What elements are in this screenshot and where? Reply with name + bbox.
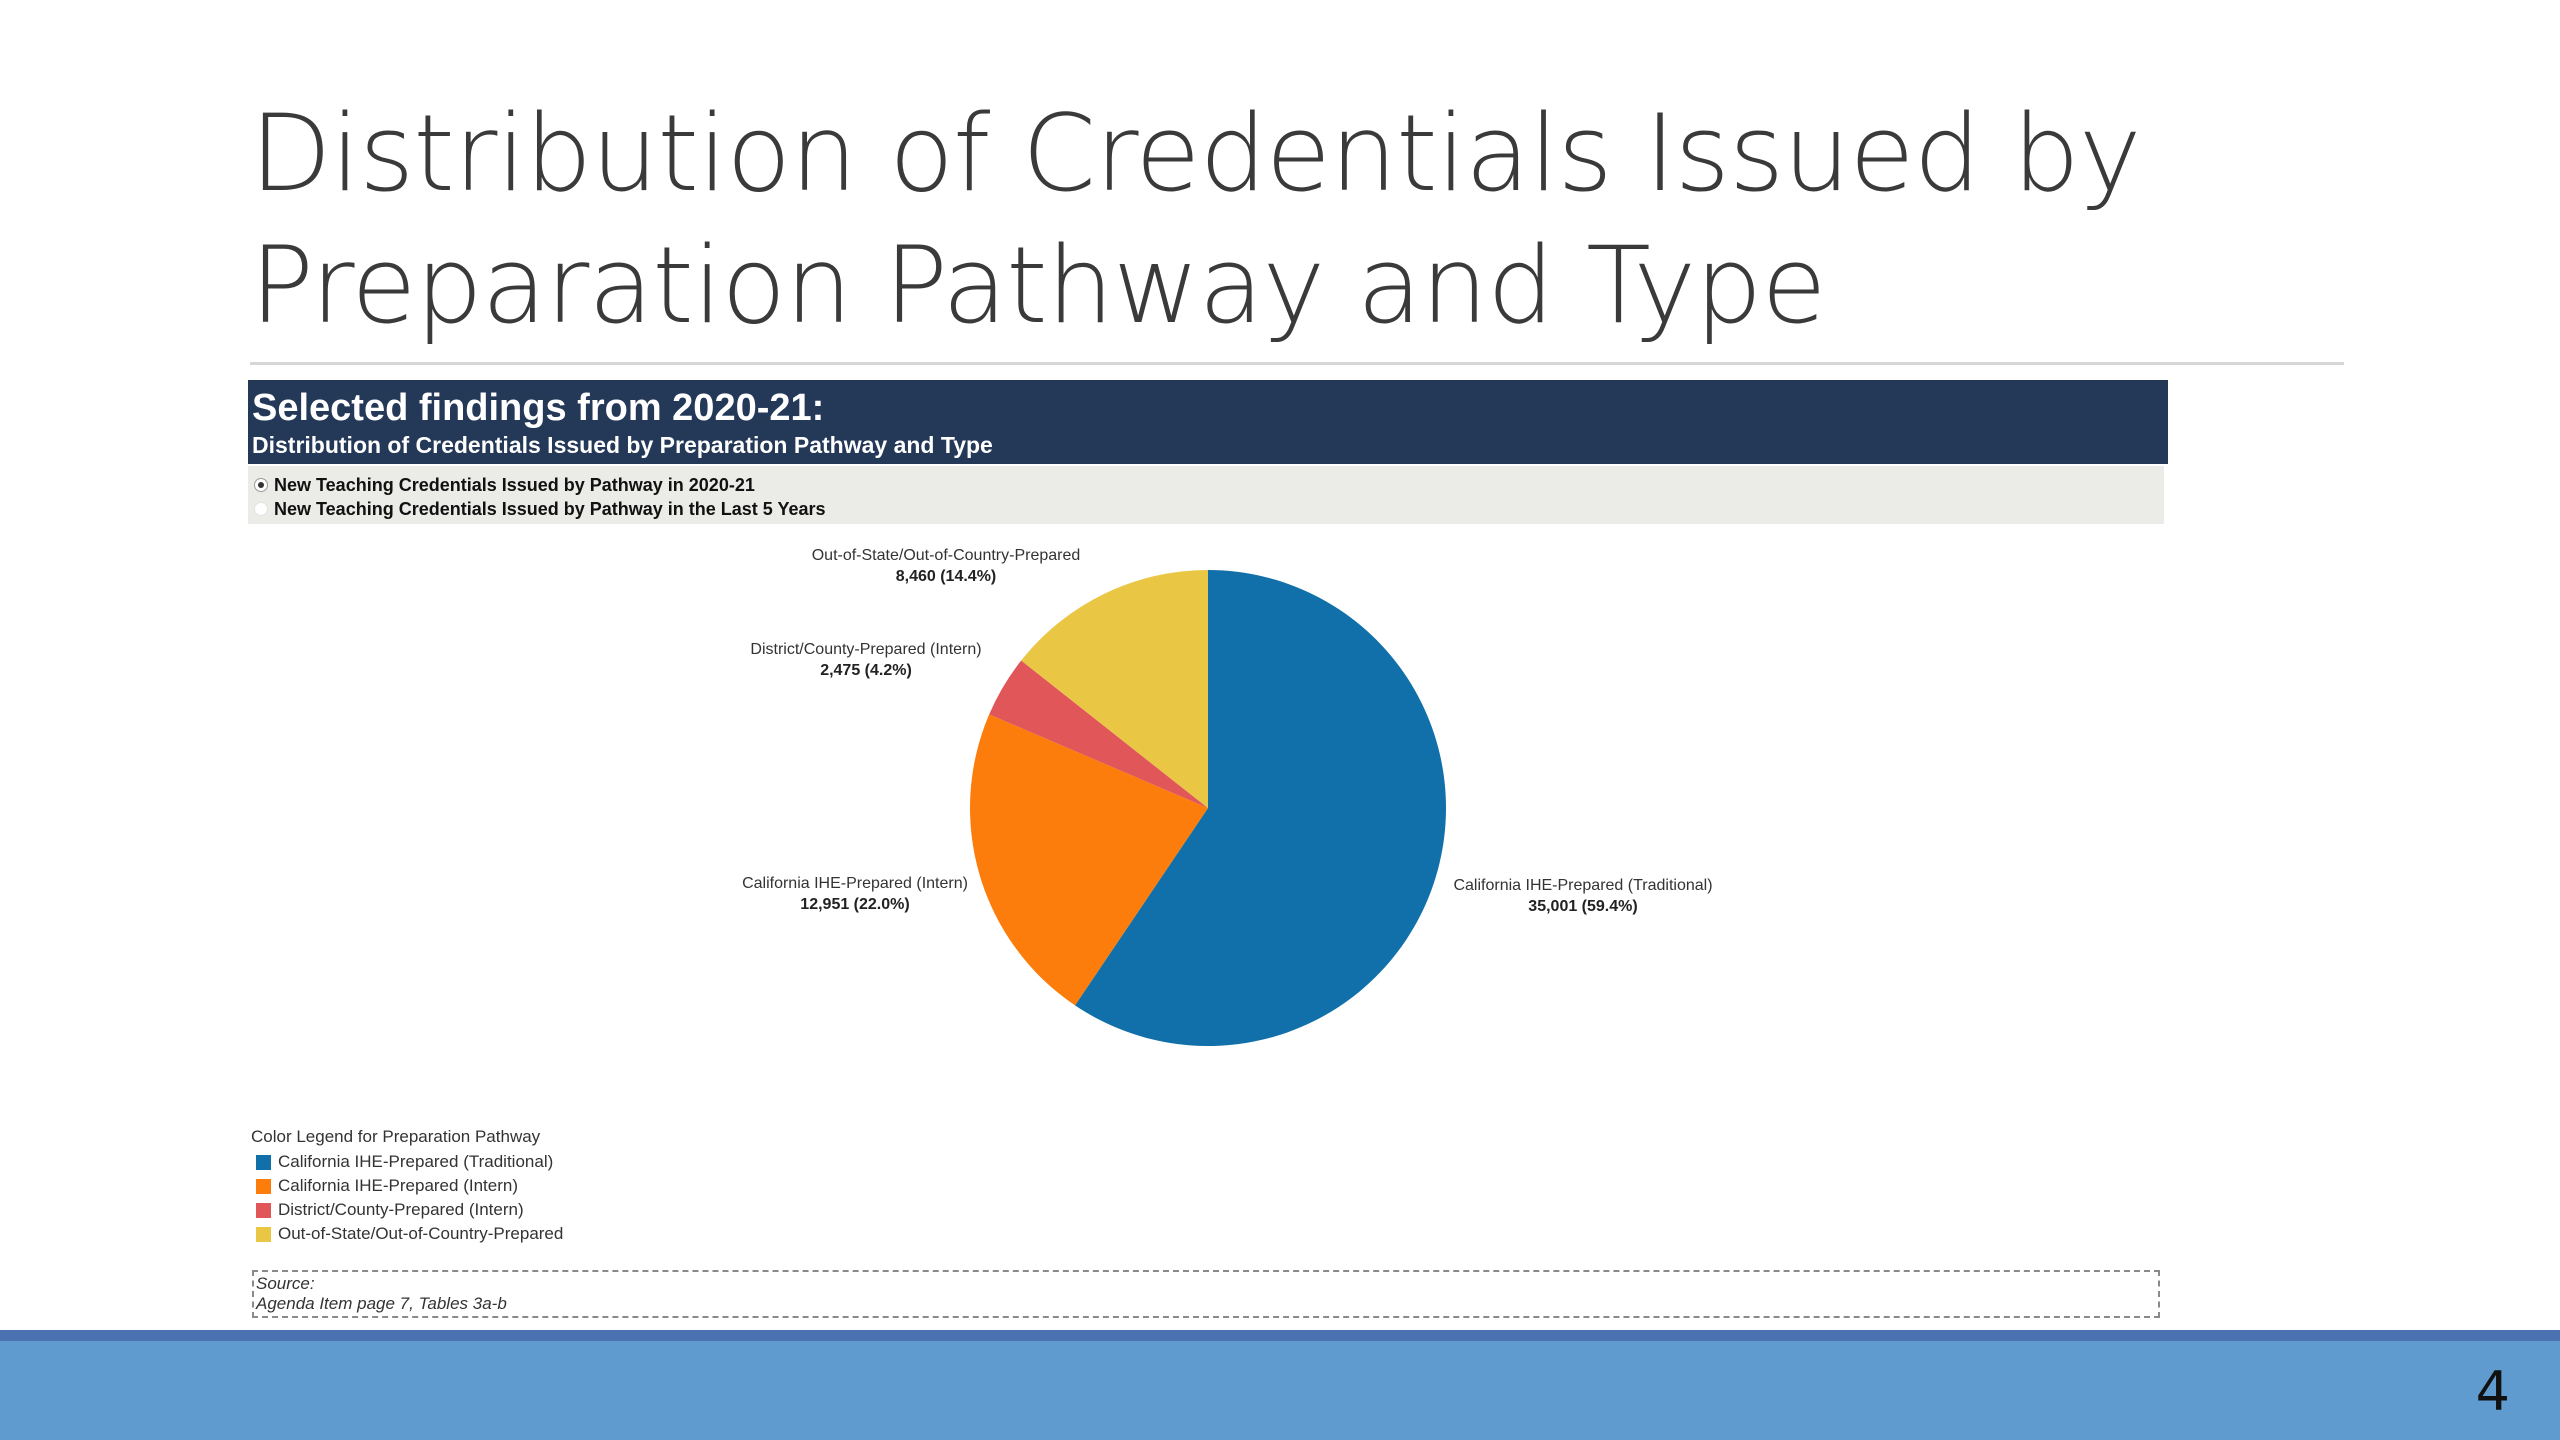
- slice-value-traditional: 35,001 (59.4%): [1528, 898, 1637, 915]
- findings-heading: Selected findings from 2020-21:: [252, 387, 825, 429]
- slide-title: Distribution of Credentials Issued by Pr…: [250, 88, 2250, 352]
- pie-slice-traditional: [1074, 570, 1446, 1046]
- legend-item-traditional: California IHE-Prepared (Traditional): [251, 1150, 563, 1174]
- color-legend: Color Legend for Preparation Pathway Cal…: [251, 1126, 563, 1246]
- footer-accent-line: [0, 1330, 2560, 1341]
- source-note: Source: Agenda Item page 7, Tables 3a-b: [252, 1270, 2160, 1318]
- slice-value-district-intern: 2,475 (4.2%): [820, 662, 912, 679]
- page-number: 4: [2475, 1360, 2510, 1423]
- radio-option-2020-21[interactable]: New Teaching Credentials Issued by Pathw…: [254, 473, 755, 497]
- findings-subheading: Distribution of Credentials Issued by Pr…: [252, 432, 993, 458]
- legend-swatch: [256, 1154, 271, 1170]
- title-divider: [250, 362, 2344, 365]
- slide-title-line-1: Distribution of Credentials Issued by: [250, 92, 2142, 215]
- radio-option-label: New Teaching Credentials Issued by Pathw…: [274, 474, 755, 495]
- pie-slice-ihe-intern: [970, 714, 1208, 1006]
- legend-label: California IHE-Prepared (Traditional): [278, 1152, 554, 1171]
- pie-slice-district-intern: [989, 660, 1208, 808]
- footer-bar: 4: [0, 1330, 2560, 1440]
- radio-option-last-5-years[interactable]: New Teaching Credentials Issued by Pathw…: [254, 497, 826, 521]
- slice-label-ihe-intern: California IHE-Prepared (Intern): [742, 875, 968, 892]
- source-label: Source:: [256, 1274, 315, 1293]
- slide-title-line-2: Preparation Pathway and Type: [250, 224, 1827, 347]
- legend-item-out-of-state: Out-of-State/Out-of-Country-Prepared: [251, 1222, 563, 1246]
- legend-label: District/County-Prepared (Intern): [278, 1200, 524, 1219]
- view-selector: New Teaching Credentials Issued by Pathw…: [248, 466, 2164, 524]
- legend-label: California IHE-Prepared (Intern): [278, 1176, 518, 1195]
- slice-label-traditional: California IHE-Prepared (Traditional): [1453, 877, 1712, 894]
- legend-item-district-intern: District/County-Prepared (Intern): [251, 1198, 563, 1222]
- radio-option-label: New Teaching Credentials Issued by Pathw…: [274, 498, 826, 519]
- slice-label-out-of-state: Out-of-State/Out-of-Country-Prepared: [812, 547, 1081, 564]
- legend-label: Out-of-State/Out-of-Country-Prepared: [278, 1224, 564, 1243]
- legend-title: Color Legend for Preparation Pathway: [251, 1127, 541, 1146]
- slice-label-district-intern: District/County-Prepared (Intern): [750, 641, 981, 658]
- radio-button-selected[interactable]: [254, 478, 268, 492]
- legend-swatch: [256, 1202, 271, 1218]
- slice-value-ihe-intern: 12,951 (22.0%): [800, 896, 909, 913]
- radio-button-unselected[interactable]: [254, 502, 268, 516]
- legend-swatch: [256, 1178, 271, 1194]
- slice-value-out-of-state: 8,460 (14.4%): [896, 568, 997, 585]
- legend-item-ihe-intern: California IHE-Prepared (Intern): [251, 1174, 563, 1198]
- findings-header: Selected findings from 2020-21: Distribu…: [248, 380, 2168, 464]
- legend-swatch: [256, 1226, 271, 1242]
- source-text: Agenda Item page 7, Tables 3a-b: [256, 1294, 507, 1313]
- pie-slice-out-of-state: [1021, 570, 1208, 808]
